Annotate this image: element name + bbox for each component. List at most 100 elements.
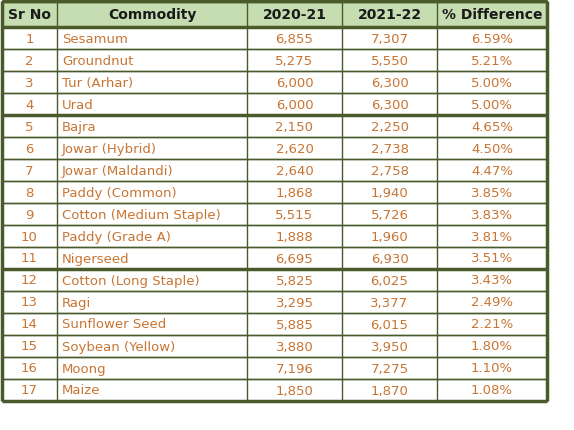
Text: Soybean (Yellow): Soybean (Yellow) [62, 340, 175, 353]
Text: 2021-22: 2021-22 [358, 8, 421, 22]
Bar [342, 203, 437, 225]
Bar [247, 335, 342, 357]
Text: 13: 13 [21, 296, 38, 309]
Text: 4.65%: 4.65% [471, 120, 513, 133]
Bar [247, 181, 342, 203]
Bar [247, 379, 342, 401]
Bar [2, 116, 57, 138]
Bar [2, 335, 57, 357]
Text: 5,885: 5,885 [276, 318, 313, 331]
Bar [57, 247, 247, 269]
Text: 5,275: 5,275 [276, 54, 313, 68]
Bar [342, 181, 437, 203]
Bar [247, 72, 342, 94]
Text: 3,950: 3,950 [371, 340, 409, 353]
Bar [437, 160, 547, 181]
Bar [247, 28, 342, 50]
Bar [342, 357, 437, 379]
Bar [247, 291, 342, 313]
Bar [437, 203, 547, 225]
Bar [437, 28, 547, 50]
Text: 6,000: 6,000 [276, 98, 313, 111]
Text: Moong: Moong [62, 362, 107, 375]
Bar [247, 269, 342, 291]
Text: Groundnut: Groundnut [62, 54, 133, 68]
Text: 5,515: 5,515 [276, 208, 313, 221]
Text: 5: 5 [25, 120, 34, 133]
Text: 1.80%: 1.80% [471, 340, 513, 353]
Bar [247, 247, 342, 269]
Bar [342, 160, 437, 181]
Bar [342, 247, 437, 269]
Text: 2,758: 2,758 [370, 164, 409, 177]
Text: Maize: Maize [62, 384, 100, 396]
Bar [247, 138, 342, 160]
Bar [247, 225, 342, 247]
Text: 2,620: 2,620 [276, 142, 313, 155]
Bar [247, 160, 342, 181]
Text: 4.50%: 4.50% [471, 142, 513, 155]
Text: 5.00%: 5.00% [471, 98, 513, 111]
Bar [57, 225, 247, 247]
Text: 2020-21: 2020-21 [262, 8, 327, 22]
Text: % Difference: % Difference [442, 8, 542, 22]
Bar [57, 269, 247, 291]
Text: 7,196: 7,196 [276, 362, 313, 375]
Text: 12: 12 [21, 274, 38, 287]
Bar [57, 138, 247, 160]
Text: 1.08%: 1.08% [471, 384, 513, 396]
Bar [2, 313, 57, 335]
Text: 1,850: 1,850 [276, 384, 313, 396]
Text: 1,940: 1,940 [371, 186, 408, 199]
Bar [2, 28, 57, 50]
Text: 5,726: 5,726 [370, 208, 409, 221]
Bar [342, 138, 437, 160]
Bar [2, 50, 57, 72]
Bar [2, 379, 57, 401]
Bar [342, 269, 437, 291]
Text: 16: 16 [21, 362, 38, 375]
Text: 5.21%: 5.21% [471, 54, 513, 68]
Bar [2, 203, 57, 225]
Text: Paddy (Common): Paddy (Common) [62, 186, 177, 199]
Bar [57, 94, 247, 116]
Bar [247, 2, 342, 28]
Bar [57, 203, 247, 225]
Bar [2, 291, 57, 313]
Text: 1,870: 1,870 [371, 384, 409, 396]
Bar [2, 225, 57, 247]
Bar [437, 138, 547, 160]
Bar [437, 313, 547, 335]
Bar [2, 72, 57, 94]
Bar [437, 269, 547, 291]
Bar [247, 94, 342, 116]
Bar [437, 50, 547, 72]
Bar [342, 94, 437, 116]
Bar [2, 138, 57, 160]
Text: 7: 7 [25, 164, 34, 177]
Text: Sr No: Sr No [8, 8, 51, 22]
Bar [437, 225, 547, 247]
Bar [2, 269, 57, 291]
Bar [57, 28, 247, 50]
Bar [57, 181, 247, 203]
Text: 1: 1 [25, 32, 34, 46]
Bar [437, 291, 547, 313]
Text: Commodity: Commodity [108, 8, 196, 22]
Text: 3.51%: 3.51% [471, 252, 513, 265]
Bar [2, 181, 57, 203]
Text: 5,825: 5,825 [276, 274, 313, 287]
Text: 3: 3 [25, 76, 34, 89]
Text: 3.83%: 3.83% [471, 208, 513, 221]
Bar [342, 225, 437, 247]
Bar [342, 313, 437, 335]
Text: 1,960: 1,960 [371, 230, 408, 243]
Bar [57, 50, 247, 72]
Bar [2, 247, 57, 269]
Text: 6,300: 6,300 [371, 76, 408, 89]
Text: 3.81%: 3.81% [471, 230, 513, 243]
Bar [57, 379, 247, 401]
Bar [247, 50, 342, 72]
Bar [342, 28, 437, 50]
Text: Jowar (Maldandi): Jowar (Maldandi) [62, 164, 173, 177]
